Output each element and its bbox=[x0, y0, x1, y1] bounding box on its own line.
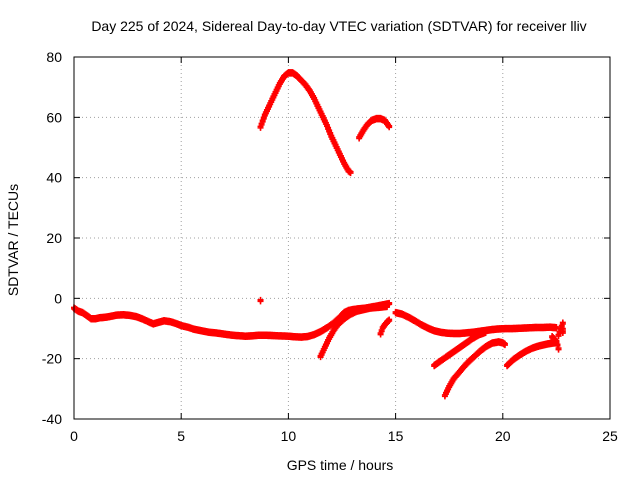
y-axis: -40 -20 0 20 40 60 80 bbox=[42, 49, 610, 427]
y-tick-label: 60 bbox=[46, 109, 62, 125]
data-point bbox=[555, 346, 562, 353]
x-tick-label: 0 bbox=[70, 428, 78, 444]
data-point bbox=[257, 298, 264, 305]
series-high-arc bbox=[257, 69, 354, 305]
series-tail-22h bbox=[549, 319, 566, 353]
x-axis-title: GPS time / hours bbox=[287, 457, 394, 473]
y-tick-label: 0 bbox=[54, 290, 62, 306]
data-point bbox=[482, 330, 489, 337]
x-tick-label: 5 bbox=[177, 428, 185, 444]
x-tick-label: 20 bbox=[495, 428, 511, 444]
series-rise-11h bbox=[317, 302, 391, 361]
series-arc-17h bbox=[431, 328, 489, 370]
y-tick-label: 20 bbox=[46, 230, 62, 246]
data-point bbox=[260, 115, 267, 122]
series-baseline-b bbox=[392, 308, 560, 338]
y-tick-label: 80 bbox=[46, 49, 62, 65]
data-point bbox=[257, 124, 264, 131]
series-rise-14h bbox=[377, 316, 393, 338]
data-point bbox=[386, 317, 393, 324]
data-point bbox=[347, 170, 354, 177]
x-tick-label: 15 bbox=[388, 428, 404, 444]
x-axis: 0 5 10 15 20 25 bbox=[70, 57, 618, 444]
data-point bbox=[377, 331, 384, 338]
data-point bbox=[259, 118, 266, 125]
chart-title: Day 225 of 2024, Sidereal Day-to-day VTE… bbox=[91, 18, 586, 34]
data-point bbox=[378, 328, 385, 335]
x-tick-label: 10 bbox=[281, 428, 297, 444]
series-arc-17h-low bbox=[441, 338, 508, 400]
y-axis-title: SDTVAR / TECUs bbox=[5, 184, 21, 296]
data-point bbox=[386, 124, 393, 131]
data-point bbox=[555, 333, 562, 340]
series-arc-20h bbox=[504, 338, 560, 370]
series-small-arc bbox=[356, 114, 393, 142]
chart-data-points bbox=[71, 69, 566, 400]
data-point bbox=[501, 342, 508, 349]
y-tick-label: -40 bbox=[42, 411, 62, 427]
data-point bbox=[384, 304, 391, 311]
x-tick-label: 25 bbox=[602, 428, 618, 444]
y-tick-label: 40 bbox=[46, 170, 62, 186]
data-point bbox=[258, 121, 265, 128]
chart-grid bbox=[74, 57, 610, 419]
y-tick-label: -20 bbox=[42, 351, 62, 367]
data-point bbox=[559, 330, 566, 337]
